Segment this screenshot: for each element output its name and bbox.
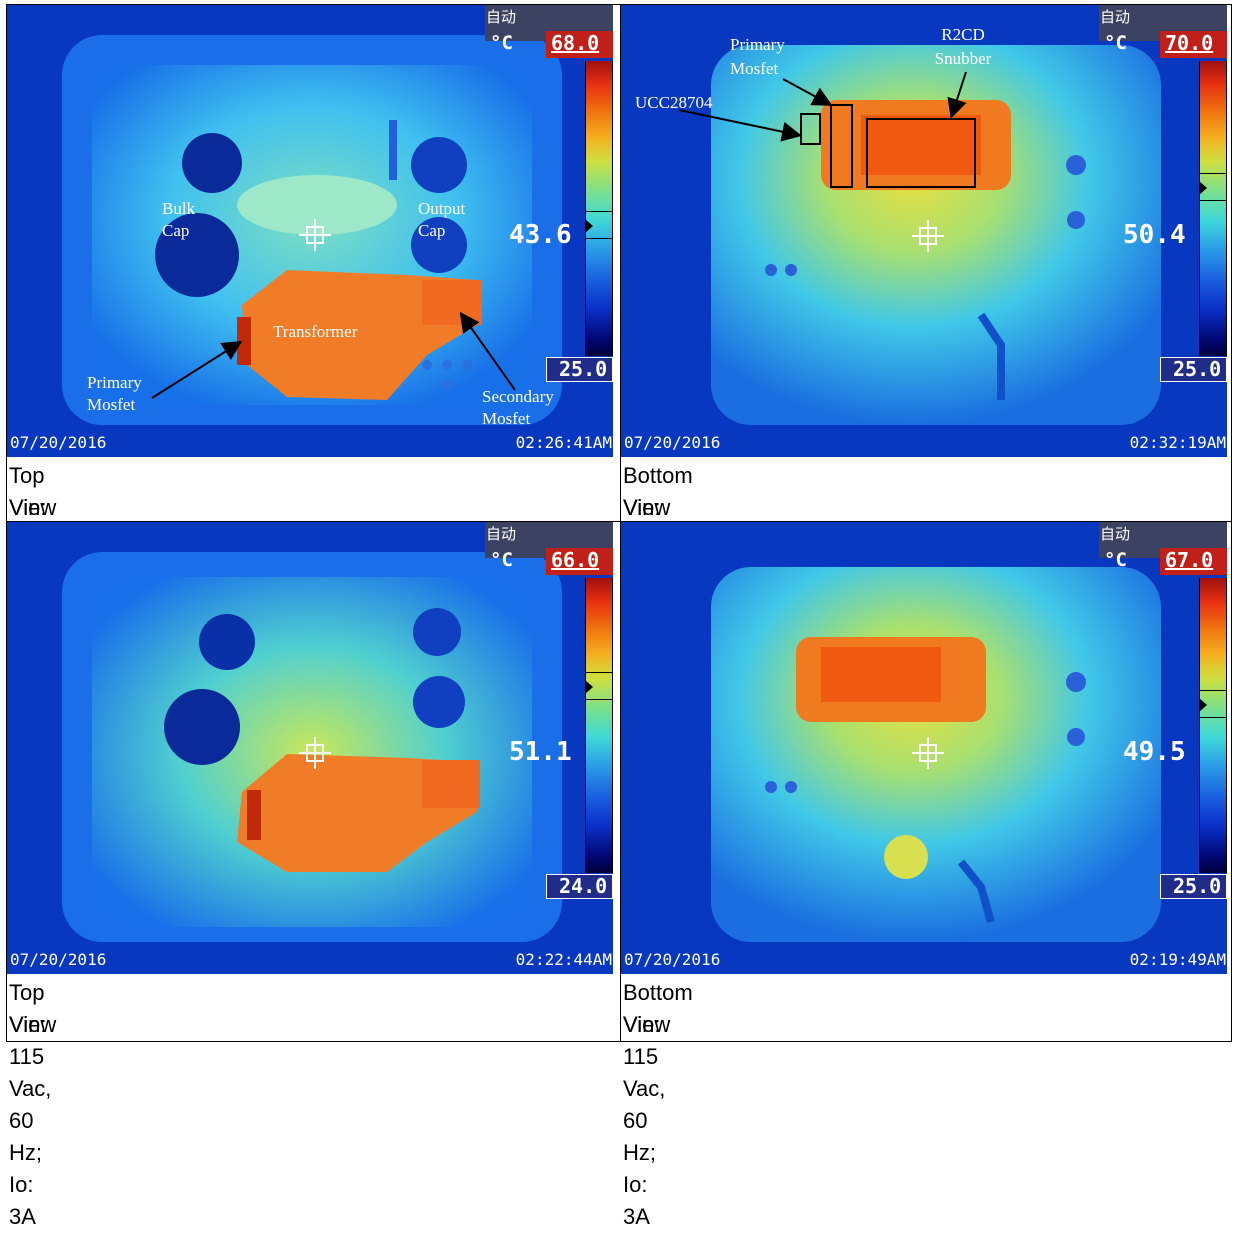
caption-view: Bottom View	[623, 980, 693, 1037]
mode-label: 自动	[486, 8, 517, 26]
min-temp: 24.0	[559, 874, 608, 898]
max-temp-box	[546, 548, 613, 575]
mode-label: 自动	[1100, 525, 1131, 543]
thermal-image: 自动 °C 68.0 25.0 43.6 07/20/2016 02:26:41…	[7, 5, 613, 457]
spot-marker	[1199, 173, 1227, 201]
max-temp-box	[546, 31, 613, 58]
max-temp-box	[1160, 31, 1227, 58]
capture-date: 07/20/2016	[10, 950, 107, 969]
spot-marker	[585, 672, 613, 700]
capture-date: 07/20/2016	[10, 433, 107, 452]
unit-label: °C	[490, 32, 513, 54]
label-secondary-mosfet: Secondary Mosfet	[482, 387, 554, 428]
caption-conditions: Vin: 115 Vac, 60 Hz; Io: 3A	[623, 1012, 666, 1229]
max-temp-box	[1160, 548, 1227, 575]
min-temp: 25.0	[1173, 874, 1222, 898]
mode-label: 自动	[486, 525, 517, 543]
min-temp: 25.0	[559, 357, 608, 381]
caption-view: Top View	[9, 463, 57, 520]
label-primary-mosfet: Primary Mosfet	[87, 373, 142, 414]
label-r2cd-snubber: R2CD Snubber	[934, 25, 992, 68]
min-temp-box	[1160, 357, 1227, 382]
spot-temp: 51.1	[509, 737, 572, 767]
thermal-image: 自动 °C 67.0 25.0 49.5 07/20/2016 02:19:49…	[621, 522, 1227, 974]
max-temp: 70.0	[1165, 31, 1214, 55]
spot-temp: 43.6	[509, 220, 572, 250]
unit-label: °C	[490, 549, 513, 571]
capture-time: 02:22:44AM	[515, 950, 612, 969]
unit-label: °C	[1104, 32, 1127, 54]
spot-temp: 49.5	[1123, 737, 1186, 767]
thermal-heatmap	[621, 522, 1227, 974]
min-temp-box	[546, 874, 613, 899]
caption-view: Bottom View	[623, 463, 693, 520]
thermal-heatmap	[7, 5, 613, 457]
figure-grid: 自动 °C 68.0 25.0 43.6 07/20/2016 02:26:41…	[6, 4, 1232, 1229]
capture-date: 07/20/2016	[624, 950, 721, 969]
grid-divider-horizontal	[7, 521, 1231, 522]
spot-marker	[585, 211, 613, 239]
unit-label: °C	[1104, 549, 1127, 571]
mode-label: 自动	[1100, 8, 1131, 26]
box-primary-mosfet	[830, 104, 853, 188]
min-temp: 25.0	[1173, 357, 1222, 381]
color-scale-bar	[585, 61, 613, 356]
annotation-arrows	[151, 311, 516, 399]
thermal-heatmap	[7, 522, 613, 974]
grid-divider-vertical	[620, 5, 621, 1041]
min-temp-box	[1160, 874, 1227, 899]
capture-time: 02:26:41AM	[515, 433, 612, 452]
label-output-cap: Output Cap	[418, 199, 466, 240]
capture-date: 07/20/2016	[624, 433, 721, 452]
max-temp: 66.0	[551, 548, 600, 572]
thermal-heatmap	[621, 5, 1227, 457]
label-primary-mosfet: Primary Mosfet	[730, 35, 785, 78]
label-ucc28704: UCC28704	[635, 93, 713, 112]
label-bulk-cap: Bulk Cap	[162, 199, 196, 240]
capture-time: 02:19:49AM	[1129, 950, 1226, 969]
max-temp: 67.0	[1165, 548, 1214, 572]
max-temp: 68.0	[551, 31, 600, 55]
color-scale-bar	[1199, 578, 1227, 873]
annotation-arrows	[678, 71, 967, 142]
caption-view: Top View	[9, 980, 57, 1037]
label-transformer: Transformer	[273, 322, 358, 341]
thermal-image: 自动 °C 66.0 24.0 51.1 07/20/2016 02:22:44…	[7, 522, 613, 974]
caption-conditions: Vin: 115 Vac, 60 Hz; Io: 3A	[9, 1012, 52, 1229]
capture-time: 02:32:19AM	[1129, 433, 1226, 452]
spot-marker	[1199, 690, 1227, 718]
thermal-image: 自动 °C 70.0 25.0 50.4 07/20/2016 02:32:19…	[621, 5, 1227, 457]
box-r2cd-snubber	[866, 118, 976, 188]
color-scale-bar	[585, 578, 613, 873]
spot-temp: 50.4	[1123, 220, 1186, 250]
color-scale-bar	[1199, 61, 1227, 356]
min-temp-box	[546, 357, 613, 382]
